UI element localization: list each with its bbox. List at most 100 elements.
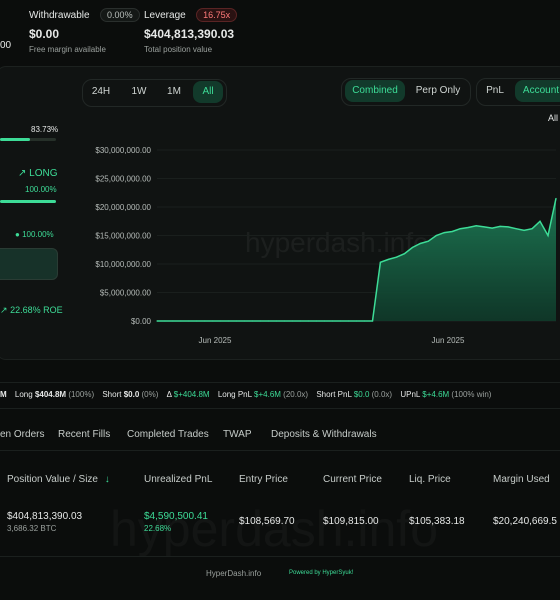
timeframe-1m[interactable]: 1M [167,86,181,97]
th-current-price[interactable]: Current Price [323,474,382,485]
data-point [172,320,174,322]
stats-bar-top-border [0,382,560,383]
data-point [515,228,517,230]
data-point [451,230,453,233]
upnl-value: $4,590,500.41 [144,511,208,522]
th-unrealized-pnl[interactable]: Unrealized PnL [144,474,213,485]
tab-open-orders[interactable]: en Orders [0,429,45,440]
tabs-border [0,450,560,451]
timeframe-all[interactable]: All [193,81,223,103]
long-label: LONG [29,168,58,179]
data-point [539,220,541,222]
withdrawable-sub: Free margin available [29,45,106,54]
timeframe-group [82,79,227,107]
total-position-value: $404,813,390.03 [144,27,235,41]
leverage-label: Leverage [144,10,186,21]
y-tick-label: $15,000,000.00 [95,232,151,241]
metric-pnl[interactable]: PnL [486,85,504,96]
data-point [475,225,477,227]
x-tick-label: Jun 2025 [199,336,232,345]
data-point [371,320,374,322]
data-point [523,229,525,231]
data-point [355,320,358,322]
data-point [339,320,342,322]
watermark: hyperdash.info [245,227,429,258]
data-point [379,261,382,263]
stats-amount-suffix: M [0,390,7,399]
progress-bar-1-fill [0,138,30,141]
stats-short-pct: (0%) [141,390,159,399]
stats-delta-value: $+404.8M [173,390,210,399]
data-point [323,320,326,322]
stats-long-value: $404.8M [34,390,67,399]
left-card [0,248,58,280]
stats-short-label: Short [102,390,122,399]
footer-border [0,556,560,557]
account-value-chart: hyperdash.info $30,000,000.00 $25,000,000… [95,146,557,345]
upnl-pct: 22.68% [144,524,172,533]
data-point [411,246,413,249]
left-pct-top: 83.73% [31,125,59,134]
position-size: 3,686.32 BTC [7,524,57,533]
data-point [363,320,366,322]
data-point [419,242,421,245]
data-point [244,320,246,322]
footer-powered[interactable]: Powered by HyperSyuk! [289,570,354,576]
data-point [308,320,310,322]
y-tick-label: $30,000,000.00 [95,146,151,155]
th-liq-price[interactable]: Liq. Price [409,474,451,485]
top-cut-value: 00 [0,40,12,51]
stats-short-pnl-label: Short PnL [316,390,352,399]
data-point [507,226,509,228]
data-point [483,226,485,228]
data-point [555,197,557,200]
data-point [395,256,397,258]
data-point [268,320,270,322]
metric-account[interactable]: Account [515,80,560,102]
view-combined[interactable]: Combined [345,80,405,102]
position-value: $404,813,390.03 [7,511,83,522]
data-point [196,320,198,322]
th-entry-price[interactable]: Entry Price [239,474,288,485]
table-watermark: hyperdash.info [110,500,438,558]
y-tick-label: $20,000,000.00 [95,203,151,212]
metric-toggle-group [476,78,560,106]
stats-short-value: $0.0 [123,390,140,399]
data-point [228,320,230,322]
chart-range-label: All [548,113,559,123]
y-tick-label: $25,000,000.00 [95,175,151,184]
data-point [212,320,214,322]
view-perp-only[interactable]: Perp Only [415,85,461,96]
tab-twap[interactable]: TWAP [223,429,252,440]
timeframe-1w[interactable]: 1W [131,86,147,97]
data-point [387,258,390,261]
th-margin-used[interactable]: Margin Used [493,474,550,485]
cell-current-price: $109,815.00 [323,516,379,527]
timeframe-24h[interactable]: 24H [91,86,111,97]
footer-site[interactable]: HyperDash.info [206,569,262,578]
progress-bar-1 [0,138,56,141]
data-point [204,320,206,322]
stats-long-pnl-label: Long PnL [217,390,252,399]
data-point [347,320,350,322]
trend-up-icon: ↗ [18,168,27,179]
data-point [220,320,222,322]
stats-short-pnl-value: $0.0 [353,390,370,399]
data-point [156,320,158,322]
withdrawable-value: $0.00 [29,27,60,41]
x-tick-label: Jun 2025 [432,336,465,345]
cell-entry-price: $108,569.70 [239,516,295,527]
withdrawable-badge: 0.00% [100,8,140,22]
tab-deposits-withdrawals[interactable]: Deposits & Withdrawals [271,429,377,440]
pct-2: 100.00% [22,230,54,239]
cell-upnl: $4,590,500.41 22.68% [144,511,208,533]
stats-upnl-value: $+4.6M [422,390,450,399]
tab-completed-trades[interactable]: Completed Trades [127,429,209,440]
stats-bar-bottom-border [0,408,560,409]
data-point [300,320,302,322]
long-indicator: ↗ LONG [18,168,58,179]
th-position-value[interactable]: Position Value / Size ↓ [7,474,110,485]
tab-recent-fills[interactable]: Recent Fills [58,429,111,440]
stats-long-label: Long [14,390,33,399]
data-point [443,232,445,234]
